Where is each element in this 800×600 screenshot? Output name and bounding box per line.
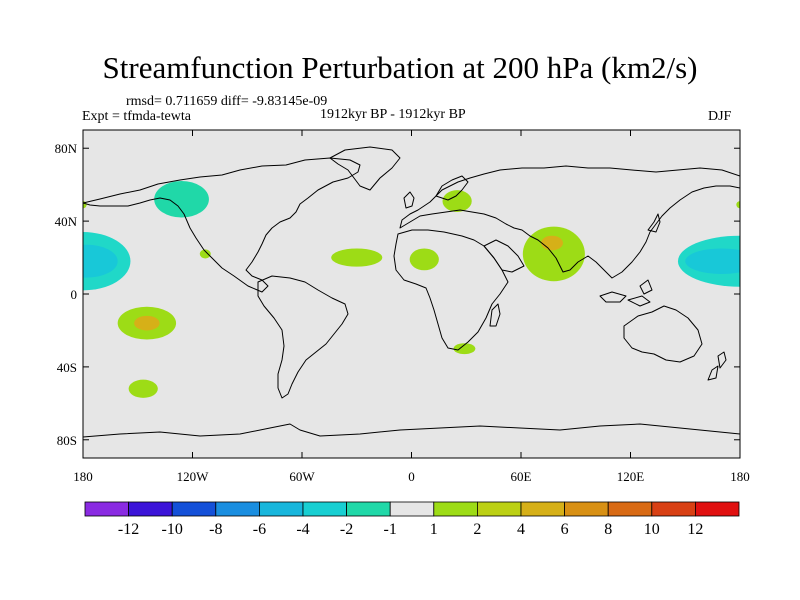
anomaly-atlantic-positive — [331, 248, 383, 267]
lon-label: 180 — [73, 469, 93, 484]
colorbar-label: 6 — [561, 521, 569, 538]
colorbar-swatch — [258, 501, 304, 517]
anomaly-south-asia-positive-inner — [541, 235, 563, 251]
coastline-madagascar — [489, 303, 501, 327]
colorbar-swatch — [171, 501, 217, 517]
coastline-australia — [623, 305, 703, 363]
colorbar-swatch — [476, 501, 522, 517]
coastlines — [83, 146, 740, 438]
colorbar-label: 10 — [644, 521, 660, 538]
coastline-eurasia — [399, 165, 740, 279]
rmsd-diff-stats: rmsd= 0.711659 diff= -9.83145e-09 — [126, 94, 328, 109]
colorbar-label: -10 — [162, 521, 183, 538]
colorbar-swatch — [346, 501, 391, 517]
colorbar-label: 8 — [604, 521, 612, 538]
colorbar-label: -2 — [340, 521, 353, 538]
coastline-scandinavia — [435, 175, 469, 201]
colorbar-label: 2 — [473, 521, 481, 538]
coastline-south-america — [257, 275, 349, 399]
lat-label: 40S — [57, 360, 77, 375]
coastline-north-america — [83, 157, 361, 293]
colorbar-label: -4 — [296, 521, 309, 538]
colorbar-swatch — [564, 501, 609, 517]
coastline-japan — [647, 213, 661, 233]
anomaly-eastern-edge-positive — [736, 201, 740, 209]
experiment-label: Expt = tfmda-tewta — [82, 109, 191, 124]
lon-label: 0 — [408, 469, 415, 484]
colorbar-label: -12 — [118, 521, 139, 538]
colorbar-label: -8 — [209, 521, 222, 538]
colorbar-label: -6 — [253, 521, 266, 538]
anomaly-southern-ocean-positive — [128, 379, 158, 398]
coastline-arabia — [483, 239, 525, 273]
lon-label: 120W — [177, 469, 210, 484]
lon-label: 60W — [289, 469, 315, 484]
coastline-southeast-asia — [599, 279, 653, 307]
lat-label: 80N — [55, 141, 78, 156]
colorbar-swatch — [128, 501, 173, 517]
coastline-africa — [393, 229, 509, 351]
colorbar-swatch — [607, 501, 653, 517]
lon-label: 120E — [617, 469, 645, 484]
anomaly-south-africa-positive — [453, 343, 476, 355]
plot-title: Streamfunction Perturbation at 200 hPa (… — [102, 50, 698, 85]
anomaly-europe-positive — [442, 190, 472, 212]
colorbar-label: -1 — [384, 521, 397, 538]
colorbar-label: 12 — [687, 521, 703, 538]
anomaly-canada-negative — [154, 181, 209, 218]
colorbar-swatch — [302, 501, 347, 517]
time-period-label: 1912kyr BP - 1912kyr BP — [320, 107, 466, 122]
anomaly-contours — [83, 181, 740, 398]
colorbar-label: 1 — [430, 521, 438, 538]
lon-label: 60E — [511, 469, 532, 484]
anomaly-mexico-positive — [199, 249, 211, 259]
map-background — [83, 130, 740, 458]
colorbar-swatch — [389, 501, 435, 517]
colorbar-swatch — [215, 501, 260, 517]
anomaly-south-asia-positive — [522, 226, 585, 282]
coastline-britain — [403, 191, 415, 209]
coastline-antarctica — [83, 423, 740, 438]
lat-label: 80S — [57, 433, 77, 448]
coastline-new-zealand — [707, 351, 727, 381]
anomaly-dateline-west-negative-inner — [685, 248, 740, 274]
lat-label: 0 — [71, 287, 78, 302]
lat-label: 40N — [55, 214, 78, 229]
colorbar-swatch — [433, 501, 478, 517]
colorbar-swatch — [84, 501, 129, 517]
lon-label: 180 — [730, 469, 750, 484]
colorbar-swatch — [520, 501, 565, 517]
season-label: DJF — [708, 109, 732, 124]
anomaly-sahara-positive — [409, 248, 439, 271]
coastline-greenland — [329, 146, 401, 191]
colorbar-label: 4 — [517, 521, 525, 538]
map-axes: 80N 40N 0 40S 80S 180 120W 60W 0 60E 120E 180 — [55, 130, 750, 484]
anomaly-south-pacific-positive-inner — [134, 315, 160, 331]
colorbar-swatch — [695, 501, 740, 517]
anomaly-pacific-north-negative-inner — [83, 244, 118, 278]
colorbar: -12 -10 -8 -6 -4 -2 -1 1 2 4 6 8 10 12 — [84, 501, 740, 538]
colorbar-swatch — [651, 501, 696, 517]
